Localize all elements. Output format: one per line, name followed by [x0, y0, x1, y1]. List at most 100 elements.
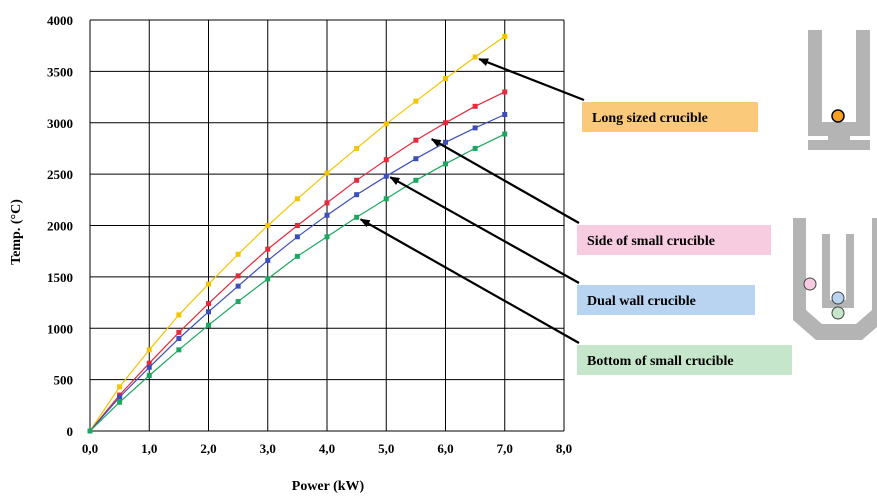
data-point — [117, 399, 123, 405]
y-tick-label: 1000 — [47, 321, 73, 336]
callout-box — [582, 102, 758, 132]
small-crucible-illustration — [793, 218, 877, 340]
annotation-arrows — [359, 57, 585, 344]
y-tick-label: 2000 — [47, 219, 73, 234]
y-tick-label: 4000 — [47, 13, 73, 28]
x-tick-label: 2,0 — [200, 441, 216, 456]
data-point — [472, 54, 478, 60]
series-1 — [87, 89, 508, 434]
data-point — [383, 196, 389, 202]
side-sensor-dot — [803, 277, 817, 291]
x-tick-label: 4,0 — [319, 441, 335, 456]
callout-label: Side of small crucible — [587, 234, 715, 249]
data-point — [354, 192, 360, 198]
data-point — [206, 309, 211, 315]
data-point — [265, 223, 271, 228]
series-line — [89, 35, 506, 432]
data-point — [176, 336, 182, 342]
x-tick-label: 7,0 — [497, 441, 513, 456]
data-point — [294, 234, 300, 240]
data-point — [265, 246, 271, 252]
data-point — [235, 299, 241, 305]
data-point — [206, 301, 211, 307]
x-tick-label: 8,0 — [556, 441, 572, 456]
y-axis-title: Temp. (°C) — [9, 199, 24, 265]
series-0 — [87, 33, 508, 434]
data-point — [502, 33, 508, 39]
series-callouts: Long sized crucible Side of small crucibl… — [577, 102, 792, 375]
data-point — [383, 173, 389, 179]
x-tick-label: 0,0 — [82, 441, 98, 456]
callout-arrow — [389, 176, 580, 284]
data-point — [502, 89, 508, 95]
x-tick-label: 6,0 — [437, 441, 453, 456]
series-3 — [87, 131, 508, 434]
data-point — [265, 257, 271, 263]
x-tick-label: 1,0 — [141, 441, 157, 456]
data-point — [443, 139, 448, 145]
data-point — [235, 273, 241, 279]
data-point — [235, 283, 241, 289]
data-point — [324, 170, 330, 176]
series-line — [89, 133, 506, 432]
data-point — [176, 347, 182, 353]
y-tick-label: 1500 — [47, 270, 73, 285]
data-point — [472, 103, 478, 109]
data-point — [176, 312, 182, 318]
data-point — [146, 373, 152, 379]
callout-label: Bottom of small crucible — [587, 354, 734, 369]
data-point — [294, 253, 300, 259]
callout-box — [577, 225, 771, 255]
tick-labels: 0,0 1,0 2,0 3,0 4,0 5,0 6,0 7,0 8,0 0 500 1000 1500 2… — [47, 13, 572, 456]
data-point — [413, 137, 419, 143]
data-point — [443, 76, 448, 82]
y-tick-label: 500 — [54, 373, 74, 388]
data-point — [413, 98, 419, 104]
data-point — [294, 223, 300, 228]
y-tick-label: 3500 — [47, 64, 73, 79]
callout-box — [577, 285, 755, 315]
y-tick-label: 3000 — [47, 116, 73, 131]
series-line — [89, 91, 506, 432]
y-tick-label: 2500 — [47, 167, 73, 182]
data-point — [146, 347, 152, 353]
data-point — [176, 329, 182, 335]
x-axis-title: Power (kW) — [292, 479, 365, 494]
data-point — [206, 322, 211, 328]
bottom-sensor-dot — [831, 306, 845, 320]
data-point — [472, 145, 478, 151]
data-point — [146, 364, 152, 370]
data-point — [413, 156, 419, 162]
data-point — [354, 214, 360, 220]
callout-box — [577, 345, 792, 375]
data-point — [443, 161, 448, 167]
series-2 — [87, 112, 508, 434]
data-point — [265, 276, 271, 282]
x-tick-label: 3,0 — [260, 441, 276, 456]
data-point — [502, 131, 508, 137]
data-point — [354, 177, 360, 183]
callout-arrow — [359, 218, 580, 344]
data-point — [324, 212, 330, 218]
data-point — [354, 145, 360, 151]
data-point — [324, 234, 330, 240]
data-point — [87, 428, 93, 434]
data-point — [206, 281, 211, 287]
callout-label: Long sized crucible — [592, 111, 708, 126]
x-tick-label: 5,0 — [378, 441, 394, 456]
y-tick-label: 0 — [67, 424, 74, 439]
data-point — [117, 384, 123, 390]
data-point — [324, 200, 330, 206]
data-point — [443, 120, 448, 126]
data-point — [294, 196, 300, 202]
data-point — [383, 121, 389, 127]
data-point — [235, 251, 241, 257]
long-crucible-illustration — [808, 30, 870, 150]
data-point — [472, 125, 478, 131]
long-crucible-sensor-dot — [831, 109, 845, 123]
series-layer — [87, 33, 508, 434]
series-line — [89, 113, 506, 432]
callout-label: Dual wall crucible — [587, 294, 696, 309]
data-point — [383, 157, 389, 163]
